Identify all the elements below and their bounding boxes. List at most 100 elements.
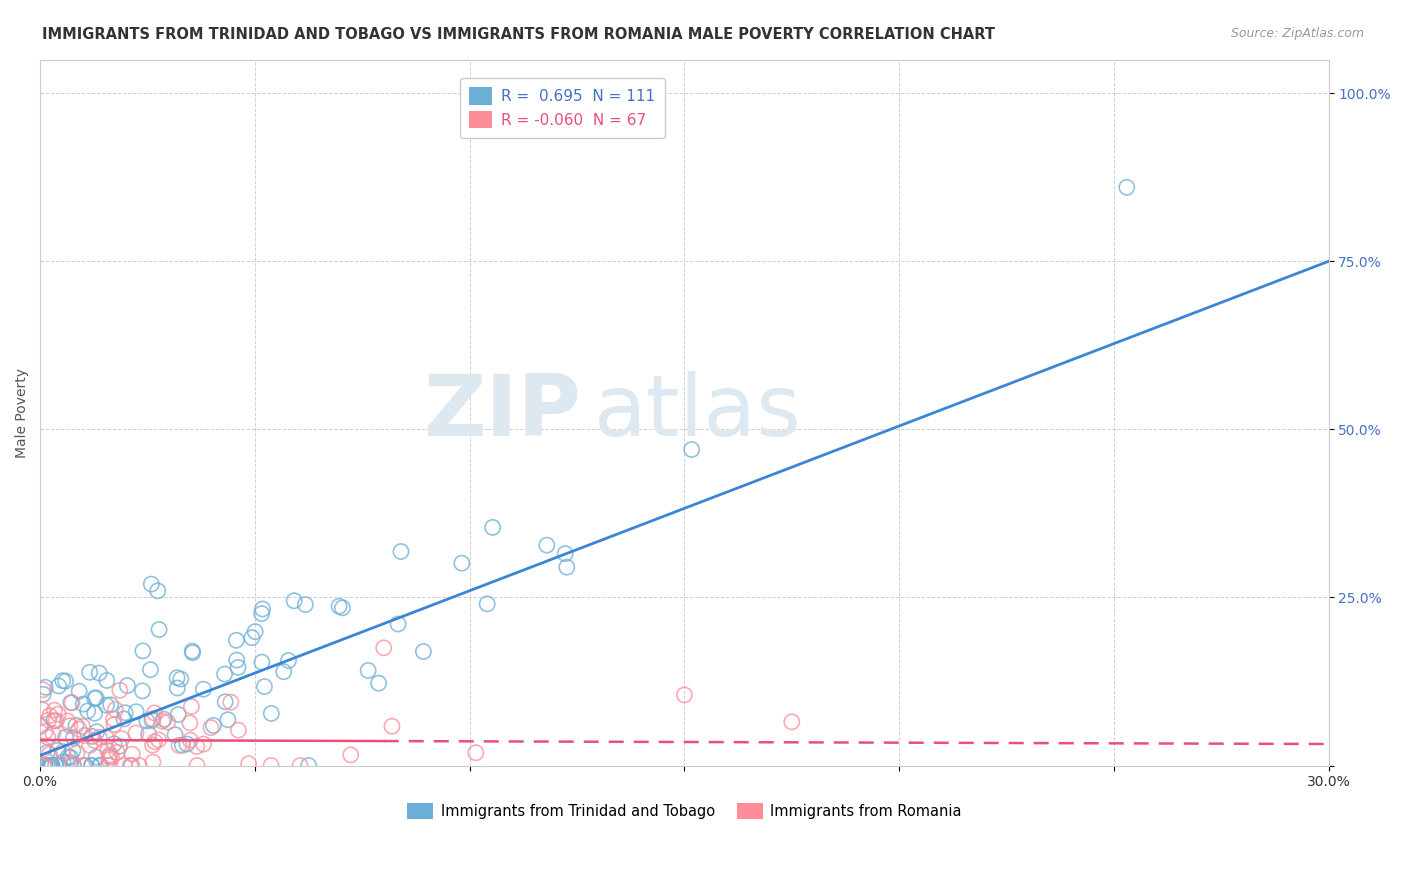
Point [37,730,59,744]
Point [72,697,94,711]
Point [83,733,105,747]
Point [228,723,250,738]
Point [55,674,77,689]
Text: IMMIGRANTS FROM TRINIDAD AND TOBAGO VS IMMIGRANTS FROM ROMANIA MALE POVERTY CORR: IMMIGRANTS FROM TRINIDAD AND TOBAGO VS I… [42,27,995,42]
Point [152,714,174,729]
Point [202,718,225,732]
Point [59,756,82,770]
Point [38,713,60,727]
Point [243,624,266,639]
Point [176,737,198,751]
Point [250,655,273,669]
Point [260,706,283,721]
Point [83,706,105,721]
Point [84,750,107,764]
Point [277,654,299,668]
Point [98,749,121,764]
Point [167,739,190,753]
Point [554,547,576,561]
Point [100,749,122,764]
Point [39,758,62,772]
Point [166,671,188,685]
Point [89,758,111,772]
Point [38,747,60,761]
Point [97,758,120,772]
Point [475,597,498,611]
Point [117,679,139,693]
Point [153,712,176,726]
Point [214,667,236,681]
Point [32,742,55,756]
Point [38,758,60,772]
Point [225,653,247,667]
Point [41,758,63,772]
Point [373,640,395,655]
Point [138,727,160,741]
Point [62,743,84,757]
Point [59,750,82,764]
Point [273,665,295,679]
Point [97,753,120,767]
Point [56,714,79,728]
Point [32,687,55,701]
Point [79,738,101,752]
Point [48,679,70,693]
Point [555,560,578,574]
Point [180,699,202,714]
Point [34,724,56,739]
Point [32,758,55,772]
Point [121,747,143,761]
Point [214,695,236,709]
Point [536,538,558,552]
Point [283,593,305,607]
Point [72,719,94,733]
Point [260,758,283,772]
Point [108,683,131,698]
Point [34,681,56,695]
Point [125,726,148,740]
Point [240,631,263,645]
Point [179,733,201,747]
Point [41,758,63,772]
Point [48,758,70,772]
Point [139,663,162,677]
Point [146,583,169,598]
Point [55,731,77,745]
Point [62,758,84,772]
Point [367,676,389,690]
Point [62,731,84,745]
Point [66,746,89,760]
Legend: Immigrants from Trinidad and Tobago, Immigrants from Romania: Immigrants from Trinidad and Tobago, Imm… [401,797,967,825]
Point [294,598,316,612]
Point [681,442,703,457]
Point [104,702,127,716]
Point [84,690,107,705]
Point [193,682,215,697]
Point [94,730,117,744]
Point [96,673,118,688]
Point [181,646,204,660]
Point [114,706,136,720]
Point [464,746,486,760]
Point [217,713,239,727]
Point [62,757,84,772]
Point [172,738,194,752]
Point [166,681,188,695]
Point [35,758,58,772]
Point [252,602,274,616]
Point [80,758,103,772]
Point [238,756,260,771]
Point [39,758,62,772]
Point [80,758,103,772]
Point [170,672,193,686]
Point [186,739,208,754]
Point [167,707,190,722]
Point [60,696,83,710]
Point [673,688,696,702]
Point [148,732,170,747]
Point [142,738,165,752]
Point [108,739,131,754]
Point [89,758,111,772]
Point [412,644,434,658]
Text: atlas: atlas [595,371,803,454]
